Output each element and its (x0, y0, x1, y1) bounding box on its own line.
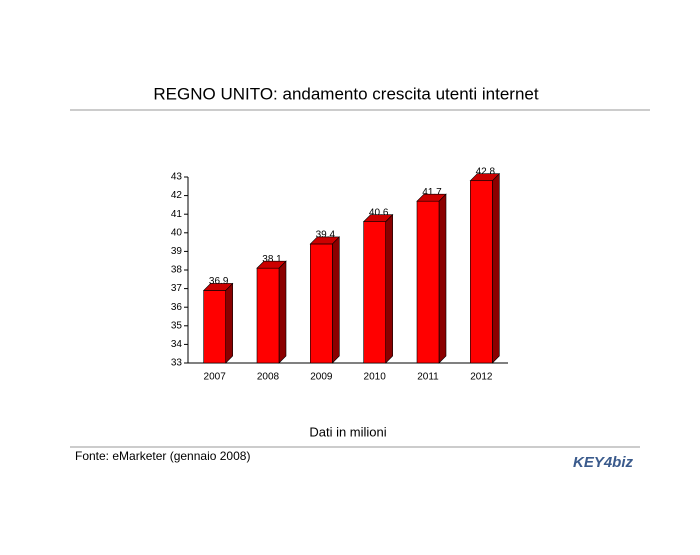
source: Fonte: eMarketer (gennaio 2008) (75, 449, 250, 463)
bar (470, 180, 493, 364)
bar-top (416, 193, 447, 202)
bar-side (332, 236, 340, 364)
y-tick-label: 34 (171, 339, 183, 350)
bar (416, 200, 440, 364)
bar-side (492, 172, 500, 364)
x-tick-label: 2011 (417, 372, 439, 383)
y-tick-label: 40 (171, 227, 183, 238)
bar-top (362, 214, 394, 222)
y-tick-label: 33 (171, 358, 183, 369)
y-tick-label: 43 (171, 172, 183, 183)
y-tick-label: 36 (171, 302, 183, 313)
chart-title: REGNO UNITO: andamento crescita utenti i… (153, 84, 538, 103)
y-tick-label: 41 (171, 209, 183, 220)
x-tick-label: 2008 (257, 372, 280, 383)
y-tick-label: 42 (171, 190, 183, 201)
data-label: 39.4 (316, 230, 336, 241)
logo: KEY4biz (573, 454, 634, 471)
bar-top (202, 283, 234, 291)
bar-side (278, 260, 287, 364)
x-tick-label: 2007 (204, 372, 227, 383)
bar (363, 221, 386, 364)
x-tick-label: 2010 (364, 372, 387, 383)
note: Dati in milioni (309, 424, 386, 439)
bar-side (225, 282, 233, 364)
data-label: 40.6 (369, 207, 389, 218)
data-label: 41.7 (422, 187, 442, 198)
bar (310, 243, 333, 364)
x-tick-label: 2012 (470, 372, 493, 383)
data-label: 42.8 (476, 166, 496, 177)
plot: 33 34 35 36 37 38 39 40 41 42 43 2007 36.9 2008 38.1 20… (171, 166, 508, 383)
y-tick-label: 37 (171, 283, 183, 294)
bar-top (309, 236, 341, 245)
bar-side (438, 193, 447, 364)
bar-side (385, 213, 393, 364)
y-tick-label: 35 (171, 320, 183, 331)
data-label: 36.9 (209, 276, 229, 287)
bar-top (469, 173, 501, 182)
data-label: 38.1 (262, 254, 282, 265)
bar-top (256, 260, 287, 269)
y-tick-label: 39 (171, 246, 183, 257)
bar (203, 290, 226, 364)
bar (256, 267, 280, 364)
y-tick-label: 38 (171, 265, 183, 276)
x-tick-label: 2009 (310, 372, 333, 383)
